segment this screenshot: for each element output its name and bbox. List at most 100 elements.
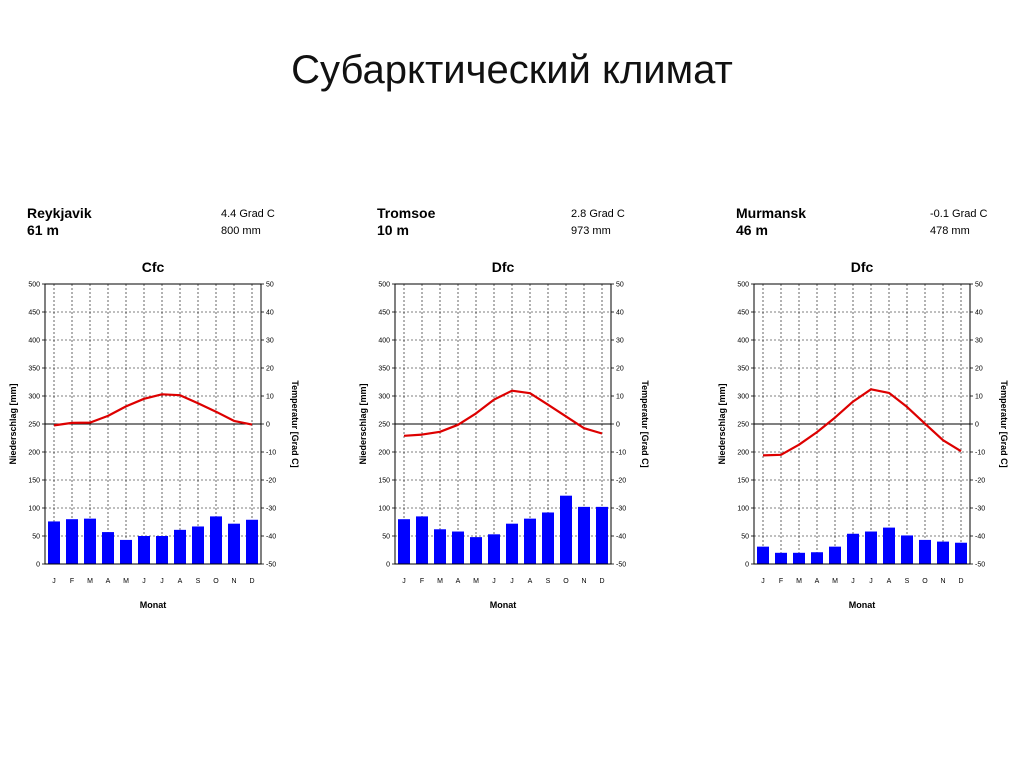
station-name: Reykjavik [27, 205, 92, 221]
y2-tick-label: 50 [266, 282, 274, 289]
y2-tick-label: 40 [616, 310, 624, 317]
y-tick-label: 450 [378, 310, 390, 317]
y-tick-label: 300 [378, 394, 390, 401]
month-label: A [178, 578, 183, 585]
plot-frame [44, 283, 262, 565]
y-tick-label: 450 [28, 310, 40, 317]
y-tick-label: 150 [378, 478, 390, 485]
month-label: M [796, 578, 802, 585]
y2-tick-label: 40 [266, 310, 274, 317]
mean-temperature: 4.4 Grad C [221, 208, 275, 220]
precip-bar [120, 539, 132, 564]
month-label: M [123, 578, 129, 585]
precip-bar [560, 495, 572, 564]
precip-bar [829, 546, 841, 564]
station-name: Murmansk [736, 205, 806, 221]
precip-bar [578, 506, 590, 564]
y2-tick-label: -50 [616, 562, 626, 569]
y-tick-label: 400 [28, 338, 40, 345]
precip-bar [48, 521, 60, 564]
precip-bar [210, 516, 222, 564]
annual-precipitation: 800 mm [221, 225, 261, 237]
y2-tick-label: -50 [975, 562, 985, 569]
month-label: O [563, 578, 569, 585]
y2-tick-label: 30 [975, 338, 983, 345]
y2-tick-label: -30 [616, 506, 626, 513]
month-label: J [510, 578, 514, 585]
y2-tick-label: 50 [975, 282, 983, 289]
y2-tick-label: -10 [975, 450, 985, 457]
y2-tick-label: -20 [616, 478, 626, 485]
month-label: F [420, 578, 424, 585]
y-tick-label: 100 [378, 506, 390, 513]
month-label: J [761, 578, 765, 585]
precip-bar [246, 519, 258, 564]
y2-tick-label: -40 [266, 534, 276, 541]
temperature-line [762, 388, 962, 457]
precip-bar [937, 541, 949, 564]
precip-bar [847, 533, 859, 564]
y-tick-label: 0 [36, 562, 40, 569]
y2-tick-label: -10 [266, 450, 276, 457]
precip-bar [452, 531, 464, 564]
y2-axis-label: Temperatur [Grad C] [290, 380, 300, 467]
x-axis-label: Monat [140, 600, 167, 610]
y2-tick-label: -20 [266, 478, 276, 485]
y-tick-label: 100 [737, 506, 749, 513]
y-axis-label: Niederschlag [mm] [717, 383, 727, 464]
precip-bar [488, 534, 500, 564]
month-label: N [940, 578, 945, 585]
y-tick-label: 500 [378, 282, 390, 289]
y2-tick-label: -40 [616, 534, 626, 541]
precip-bar [84, 518, 96, 564]
precip-bar [919, 539, 931, 564]
y2-tick-label: -40 [975, 534, 985, 541]
y-tick-label: 250 [28, 422, 40, 429]
month-label: J [851, 578, 855, 585]
station-elevation: 61 m [27, 222, 59, 238]
precip-bar [192, 526, 204, 564]
month-label: M [437, 578, 443, 585]
month-label: J [160, 578, 164, 585]
y-tick-label: 350 [378, 366, 390, 373]
month-label: A [456, 578, 461, 585]
y2-tick-label: -50 [266, 562, 276, 569]
precip-bar [156, 536, 168, 564]
annual-precipitation: 478 mm [930, 225, 970, 237]
y2-tick-label: 0 [266, 422, 270, 429]
y2-tick-label: 40 [975, 310, 983, 317]
climate-class: Dfc [851, 259, 874, 275]
precip-bar [901, 535, 913, 564]
y2-tick-label: -30 [266, 506, 276, 513]
month-label: M [832, 578, 838, 585]
y-tick-label: 300 [737, 394, 749, 401]
y-tick-label: 0 [386, 562, 390, 569]
precip-bar [811, 552, 823, 564]
y-tick-label: 150 [737, 478, 749, 485]
month-label: M [87, 578, 93, 585]
y-tick-label: 200 [378, 450, 390, 457]
y2-tick-label: 20 [975, 366, 983, 373]
precip-bar [66, 519, 78, 564]
month-label: J [402, 578, 406, 585]
precip-bar [228, 523, 240, 564]
station-elevation: 10 m [377, 222, 409, 238]
precip-bar [793, 552, 805, 564]
x-axis-label: Monat [849, 600, 876, 610]
plot-frame [394, 283, 612, 565]
precip-bar [102, 532, 114, 564]
y-tick-label: 250 [737, 422, 749, 429]
mean-temperature: 2.8 Grad C [571, 208, 625, 220]
precip-bar [174, 529, 186, 564]
precip-bar [434, 529, 446, 564]
y-tick-label: 500 [737, 282, 749, 289]
annual-precipitation: 973 mm [571, 225, 611, 237]
y2-axis-label: Temperatur [Grad C] [999, 380, 1009, 467]
month-label: J [492, 578, 496, 585]
y-tick-label: 50 [741, 534, 749, 541]
climate-chart-reykjavik: Reykjavik 61 m 4.4 Grad C 800 mm Cfc 0 50 100 15… [8, 195, 325, 625]
y-axis-label: Niederschlag [mm] [358, 383, 368, 464]
month-label: N [581, 578, 586, 585]
